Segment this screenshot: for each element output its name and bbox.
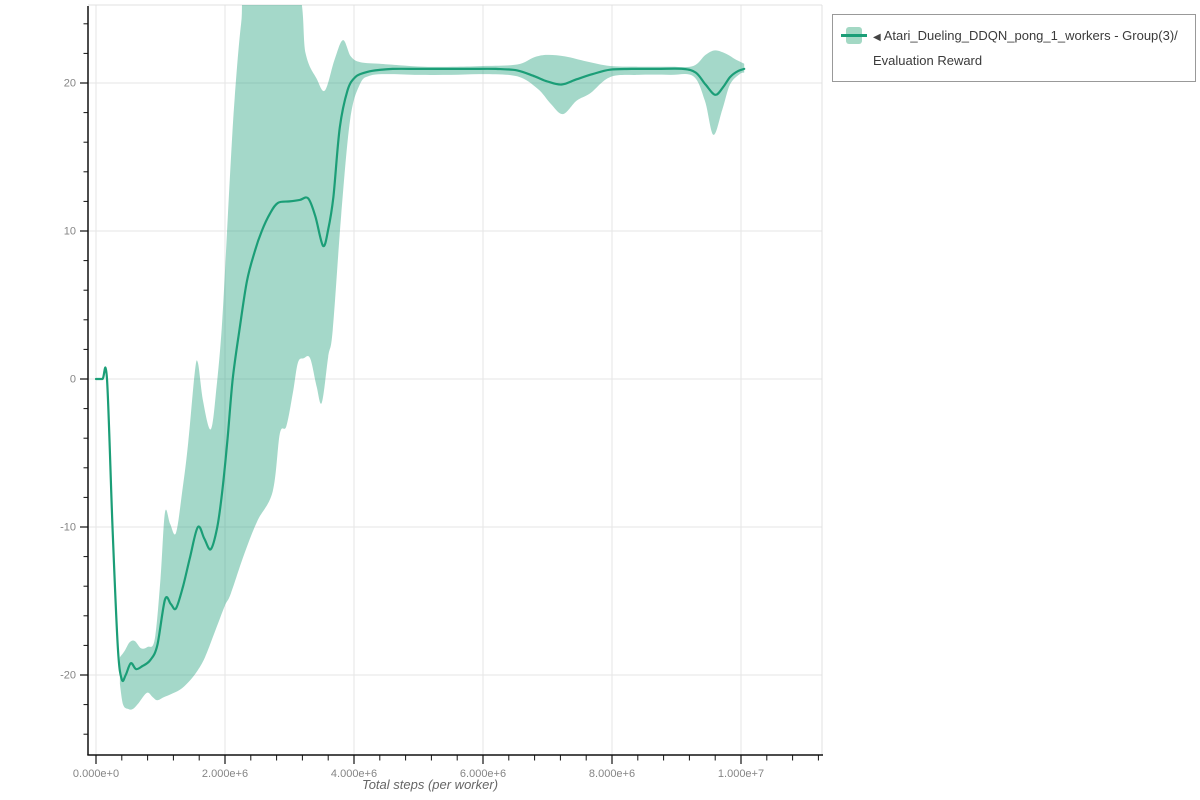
- legend-item[interactable]: ◀ Atari_Dueling_DDQN_pong_1_workers - Gro…: [833, 15, 1195, 81]
- confidence-band: [119, 5, 745, 710]
- x-tick-label: 0.000e+0: [73, 768, 119, 780]
- y-tick-label: -20: [60, 670, 76, 682]
- plot-area[interactable]: [88, 5, 822, 755]
- legend-text: ◀ Atari_Dueling_DDQN_pong_1_workers - Gro…: [873, 24, 1185, 72]
- y-tick-label: 20: [64, 78, 76, 90]
- x-tick-label: 6.000e+6: [460, 768, 506, 780]
- legend-box: ◀ Atari_Dueling_DDQN_pong_1_workers - Gro…: [832, 14, 1196, 82]
- x-tick-label: 8.000e+6: [589, 768, 635, 780]
- x-tick-label: 2.000e+6: [202, 768, 248, 780]
- y-tick-label: 0: [70, 374, 76, 386]
- mean-line: [94, 67, 746, 683]
- y-tick-label: 10: [64, 226, 76, 238]
- series-swatch-icon: [841, 27, 867, 44]
- x-axis-title: Total steps (per worker): [362, 777, 498, 792]
- legend-marker-icon[interactable]: ◀: [873, 32, 881, 43]
- x-tick-label: 1.000e+7: [718, 768, 764, 780]
- legend-label: Atari_Dueling_DDQN_pong_1_workers - Grou…: [873, 28, 1178, 68]
- line-swatch: [841, 34, 867, 37]
- x-tick-label: 4.000e+6: [331, 768, 377, 780]
- y-tick-label: -10: [60, 522, 76, 534]
